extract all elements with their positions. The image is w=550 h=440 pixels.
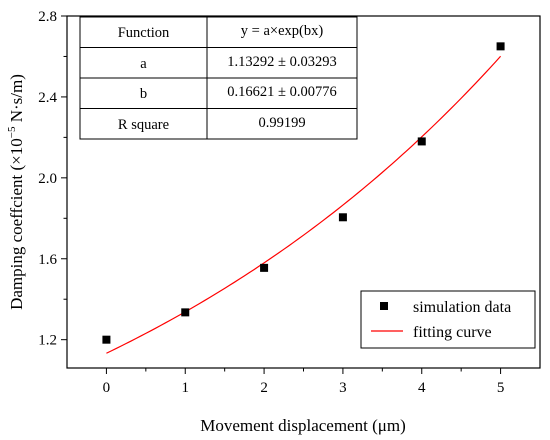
simulation-data-point — [260, 263, 269, 272]
y-tick-label: 1.6 — [38, 252, 57, 268]
fitting-curve-line — [106, 55, 502, 354]
y-tick-label: 1.2 — [38, 333, 57, 349]
x-tick-label: 2 — [260, 380, 268, 396]
legend-label-simulation: simulation data — [413, 299, 511, 316]
x-axis: 0 1 2 3 4 5 — [103, 368, 505, 396]
x-tick-label: 1 — [182, 380, 190, 396]
table-cell: 0.99199 — [258, 115, 305, 131]
x-tick-label: 0 — [103, 380, 111, 396]
y-axis-title-unit: N·s/m) — [7, 74, 26, 126]
table-cell: R square — [118, 117, 169, 133]
y-axis-title-exponent: −5 — [6, 126, 18, 138]
simulation-data-point — [496, 42, 505, 51]
simulation-data-point — [181, 308, 190, 317]
table-cell: Function — [118, 25, 170, 41]
table-cell: 1.13292 ± 0.03293 — [227, 54, 336, 70]
y-axis-title: Damping coeffcient (×10−5 N·s/m) — [6, 74, 26, 310]
table-cell: 0.16621 ± 0.00776 — [227, 84, 336, 100]
x-axis-title: Movement displacement (μm) — [200, 416, 406, 435]
x-tick-label: 3 — [339, 380, 347, 396]
legend-box — [360, 290, 536, 349]
table-cell: y = a×exp(bx) — [241, 23, 324, 39]
legend-marker-square — [380, 302, 388, 310]
legend: simulation data fitting curve — [360, 290, 536, 349]
y-tick-label: 2.4 — [38, 90, 57, 106]
table-cell: a — [140, 56, 147, 72]
x-tick-label: 4 — [418, 380, 426, 396]
y-tick-label: 2.0 — [38, 171, 57, 187]
y-axis-title-main: Damping coeffcient (×10 — [7, 138, 26, 310]
simulation-data-point — [102, 335, 111, 344]
simulation-data-points — [102, 42, 505, 344]
table-cell: b — [140, 86, 147, 102]
y-tick-label: 2.8 — [38, 9, 57, 25]
legend-label-fit: fitting curve — [413, 324, 492, 341]
simulation-data-point — [417, 137, 426, 146]
x-tick-label: 5 — [497, 380, 505, 396]
y-axis: 1.2 1.6 2.0 2.4 2.8 — [38, 9, 67, 349]
simulation-data-point — [338, 213, 347, 222]
fit-parameter-table: Function y = a×exp(bx) a 1.13292 ± 0.032… — [79, 16, 358, 140]
